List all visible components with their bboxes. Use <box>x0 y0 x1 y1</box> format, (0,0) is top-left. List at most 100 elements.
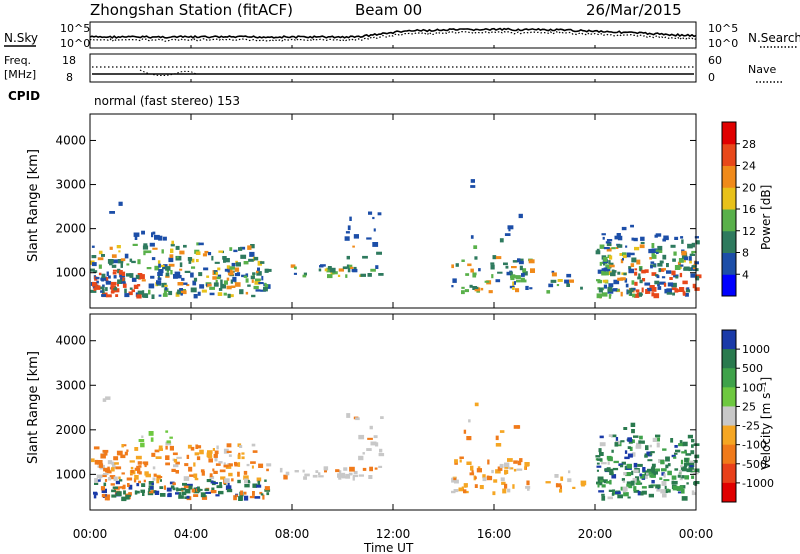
range-cell <box>677 491 683 494</box>
range-cell <box>137 284 141 287</box>
range-cell <box>634 281 638 286</box>
range-cell <box>165 272 170 277</box>
range-cell <box>608 283 614 288</box>
range-cell <box>601 292 608 297</box>
range-cell <box>671 287 677 291</box>
range-cell <box>529 287 533 290</box>
range-cell <box>94 459 99 465</box>
range-cell <box>378 465 383 468</box>
range-cell <box>599 435 604 439</box>
range-cell <box>647 459 653 462</box>
range-cell <box>615 491 621 495</box>
range-cell <box>257 480 261 485</box>
range-cell <box>329 267 336 273</box>
range-cell <box>661 276 666 279</box>
range-cell <box>352 476 355 481</box>
range-cell <box>674 468 679 471</box>
range-cell <box>692 283 696 289</box>
range-cell <box>692 492 697 495</box>
range-cell <box>659 260 664 264</box>
range-cell <box>366 448 372 451</box>
range-cell <box>378 453 385 457</box>
range-cell <box>225 485 232 490</box>
range-cell <box>263 286 268 292</box>
date-title: 26/Mar/2015 <box>586 1 682 19</box>
colorbar-segment <box>722 444 736 465</box>
range-cell <box>487 459 490 465</box>
range-cell <box>125 496 130 500</box>
range-cell <box>212 468 215 472</box>
range-cell <box>353 470 358 475</box>
colorbar-tick-label: -1000 <box>742 477 774 490</box>
range-cell <box>513 281 516 285</box>
range-cell <box>233 495 237 501</box>
range-cell <box>218 490 224 495</box>
colorbar-tick-label: 12 <box>742 225 756 238</box>
range-cell <box>622 254 627 259</box>
range-cell <box>193 473 198 478</box>
range-cell <box>258 282 264 285</box>
range-cell <box>152 231 156 235</box>
range-cell <box>266 492 270 496</box>
range-cell <box>118 476 121 480</box>
range-cell <box>492 491 496 496</box>
range-cell <box>362 255 368 259</box>
range-cell <box>122 283 127 288</box>
range-cell <box>609 255 613 260</box>
range-cell <box>250 461 256 464</box>
range-cell <box>633 469 639 473</box>
range-cell <box>694 468 700 473</box>
range-cell <box>187 444 192 449</box>
range-cell <box>694 236 699 239</box>
range-cell <box>648 471 652 475</box>
range-cell <box>451 490 456 494</box>
range-cell <box>516 279 521 283</box>
range-cell <box>326 267 333 273</box>
range-cell <box>564 279 569 284</box>
range-cell <box>188 485 192 489</box>
range-cell <box>370 441 377 446</box>
range-cell <box>474 476 477 480</box>
range-cell <box>653 471 658 475</box>
range-cell <box>518 213 523 219</box>
range-cell <box>608 434 613 437</box>
range-cell <box>179 288 183 291</box>
range-cell <box>102 398 107 402</box>
range-cell <box>655 434 661 438</box>
range-cell <box>639 279 643 284</box>
range-cell <box>459 459 462 463</box>
range-cell <box>161 282 165 288</box>
range-cell <box>368 475 373 479</box>
range-cell <box>512 260 518 263</box>
range-cell <box>122 277 125 281</box>
range-cell <box>113 289 119 293</box>
range-cell <box>366 237 372 240</box>
range-cell <box>635 289 640 293</box>
range-cell <box>131 277 137 282</box>
range-cell <box>677 261 681 266</box>
range-cell <box>91 262 97 267</box>
range-cell <box>168 290 173 296</box>
range-cell <box>204 488 209 491</box>
range-cell <box>656 489 661 492</box>
range-cell <box>609 262 614 265</box>
colorbar-segment <box>722 209 736 232</box>
range-cell <box>474 402 479 407</box>
range-cell <box>691 265 697 268</box>
range-cell <box>641 490 647 495</box>
range-cell <box>640 491 644 496</box>
range-cell <box>107 275 111 279</box>
range-cell <box>247 245 252 250</box>
range-cell <box>181 277 185 281</box>
range-cell <box>213 454 218 458</box>
range-cell <box>92 281 98 287</box>
range-cell <box>183 476 190 481</box>
range-cell <box>120 454 126 459</box>
range-cell <box>663 479 670 482</box>
range-cell <box>93 270 98 273</box>
range-cell <box>201 289 207 293</box>
range-cell <box>360 273 366 277</box>
range-cell <box>619 244 622 248</box>
range-cell <box>515 275 521 280</box>
range-cell <box>110 285 115 289</box>
